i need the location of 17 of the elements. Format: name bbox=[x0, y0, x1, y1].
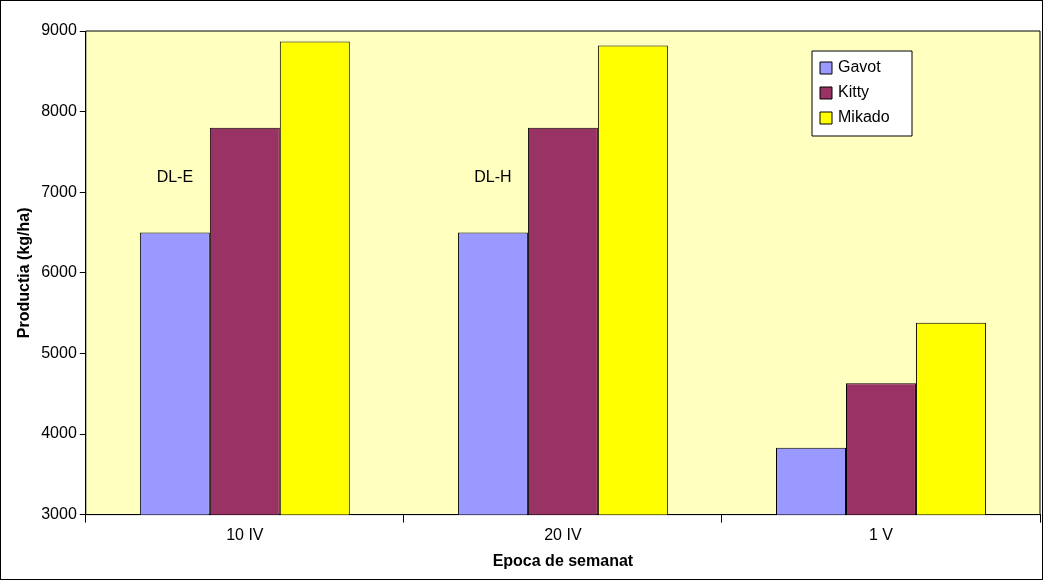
y-tick-label: 7000 bbox=[41, 182, 77, 200]
y-tick-label: 9000 bbox=[41, 21, 77, 39]
x-tick-label: 20 IV bbox=[544, 525, 582, 543]
x-axis-title: Epoca de semanat bbox=[492, 551, 634, 569]
x-tick-label: 1 V bbox=[868, 525, 894, 543]
x-tick-label: 10 IV bbox=[226, 525, 264, 543]
y-tick-label: 4000 bbox=[41, 424, 77, 442]
y-tick-label: 5000 bbox=[41, 343, 77, 361]
y-axis-title: Productia (kg/ha) bbox=[15, 207, 33, 339]
y-tick-label: 8000 bbox=[41, 102, 77, 120]
legend-label: Mikado bbox=[838, 108, 890, 126]
legend-label: Kitty bbox=[838, 83, 870, 101]
annotation: DL-H bbox=[474, 167, 512, 185]
legend-label: Gavot bbox=[838, 58, 882, 76]
annotation: DL-E bbox=[156, 167, 194, 185]
y-tick-label: 3000 bbox=[41, 505, 77, 523]
y-tick-label: 6000 bbox=[41, 263, 77, 281]
